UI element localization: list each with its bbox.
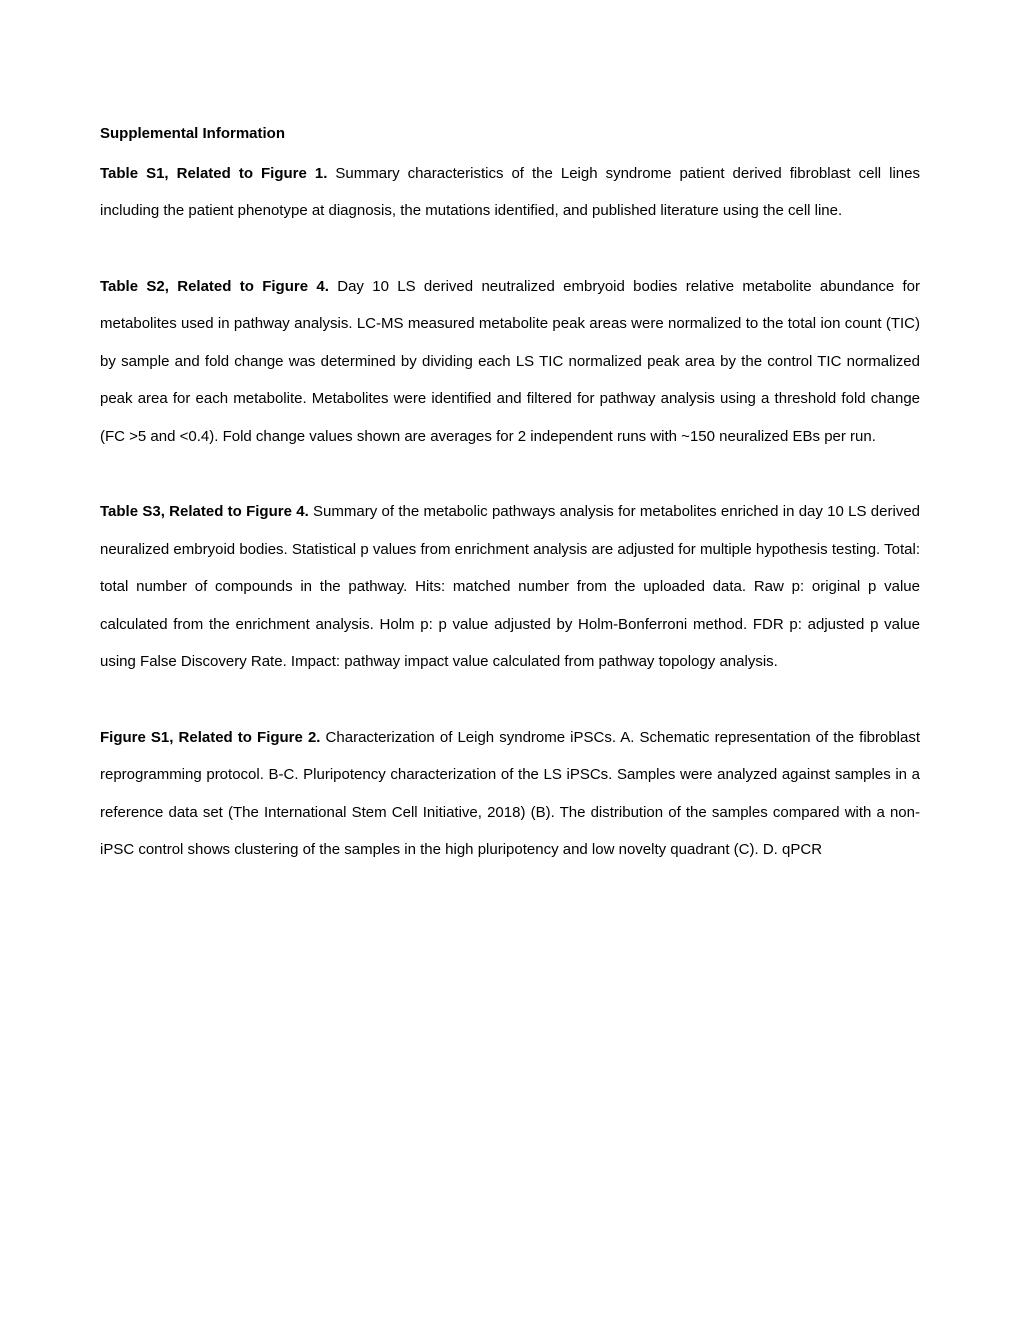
table-s3-text: Summary of the metabolic pathways analys…: [100, 503, 920, 670]
figure-s1-paragraph: Figure S1, Related to Figure 2. Characte…: [100, 719, 920, 869]
section-heading: Supplemental Information: [100, 115, 920, 153]
table-s1-label: Table S1, Related to Figure 1.: [100, 165, 327, 182]
table-s3-paragraph: Table S3, Related to Figure 4. Summary o…: [100, 493, 920, 681]
figure-s1-text: Characterization of Leigh syndrome iPSCs…: [100, 729, 920, 859]
table-s2-paragraph: Table S2, Related to Figure 4. Day 10 LS…: [100, 268, 920, 456]
table-s2-text: Day 10 LS derived neutralized embryoid b…: [100, 278, 920, 445]
table-s2-label: Table S2, Related to Figure 4.: [100, 278, 329, 295]
table-s1-paragraph: Table S1, Related to Figure 1. Summary c…: [100, 155, 920, 230]
figure-s1-label: Figure S1, Related to Figure 2.: [100, 729, 320, 746]
table-s3-label: Table S3, Related to Figure 4.: [100, 503, 309, 520]
